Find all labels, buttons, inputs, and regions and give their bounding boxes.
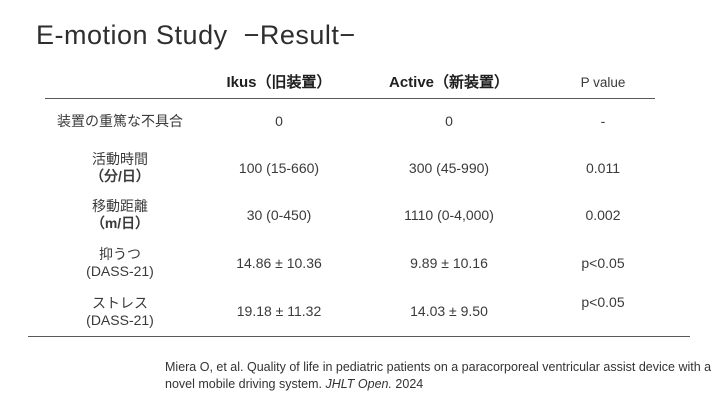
row-label-line2: (DASS-21) [86, 311, 154, 328]
citation-text: Miera O, et al. Quality of life in pedia… [165, 360, 712, 392]
column-header-active: Active（新装置） [388, 74, 510, 91]
cell-active-travel-distance: 1110 (0-4,000) [404, 206, 494, 223]
cell-pvalue-depression: p<0.05 [581, 254, 625, 271]
row-label-line2: （分/日） [90, 168, 150, 184]
cell-ikus-stress: 19.18 ± 11.32 [236, 303, 322, 320]
row-label-device-malfunction: 装置の重篤な不具合 [40, 98, 200, 145]
row-label-line1: 移動距離 [92, 198, 148, 215]
column-header-pvalue: P value [580, 74, 626, 90]
cell-ikus-depression: 14.86 ± 10.36 [236, 254, 322, 271]
row-label-line2: （m/日） [90, 215, 150, 231]
cell-ikus-activity-time: 100 (15-660) [238, 159, 320, 176]
row-label-activity-time: 活動時間 （分/日） [40, 145, 200, 191]
cell-pvalue-stress: p<0.05 [581, 294, 625, 311]
citation-journal: JHLT Open. [325, 377, 392, 392]
results-table: Ikus（旧装置） Active（新装置） P value 装置の重篤な不具合 … [40, 68, 666, 336]
row-label-depression: 抑うつ (DASS-21) [40, 239, 200, 287]
row-label-line1: 抑うつ [99, 246, 141, 263]
citation-year: 2024 [391, 377, 424, 392]
column-header-ikus: Ikus（旧装置） [226, 74, 332, 91]
row-label-travel-distance: 移動距離 （m/日） [40, 191, 200, 239]
slide-title: E-motion Study −Result− [36, 20, 356, 50]
cell-pvalue-travel-distance: 0.002 [585, 206, 621, 223]
column-header-empty [40, 68, 200, 98]
cell-ikus-device-malfunction: 0 [275, 113, 283, 130]
row-label-line2: (DASS-21) [86, 263, 154, 279]
cell-ikus-travel-distance: 30 (0-450) [246, 206, 312, 223]
table-bottom-rule [28, 336, 690, 337]
row-label-stress: ストレス (DASS-21) [40, 287, 200, 336]
cell-active-activity-time: 300 (45-990) [408, 159, 490, 176]
cell-active-stress: 14.03 ± 9.50 [410, 303, 488, 320]
row-label-line1: 装置の重篤な不具合 [57, 113, 183, 130]
citation: Miera O, et al. Quality of life in pedia… [165, 359, 713, 394]
row-label-line1: 活動時間 [92, 151, 148, 168]
cell-pvalue-activity-time: 0.011 [586, 159, 620, 176]
cell-active-device-malfunction: 0 [445, 113, 453, 130]
row-label-line1: ストレス [92, 294, 148, 311]
table-header-rule [45, 98, 655, 99]
cell-pvalue-device-malfunction: - [600, 113, 606, 130]
cell-active-depression: 9.89 ± 10.16 [410, 254, 488, 271]
